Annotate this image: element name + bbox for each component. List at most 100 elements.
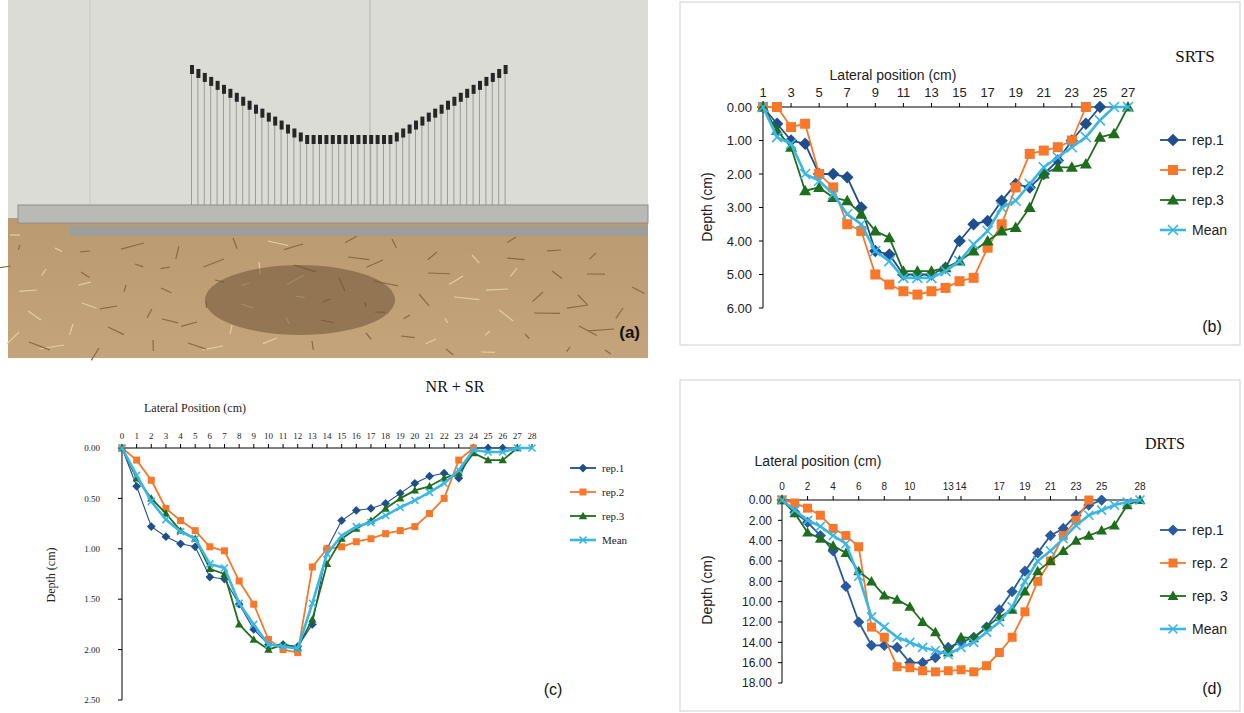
pin: [197, 75, 198, 208]
data-point: [1084, 496, 1093, 505]
data-point: [1136, 496, 1145, 505]
data-point: [367, 535, 374, 542]
pin-head: [452, 97, 456, 106]
pin-head: [241, 97, 245, 106]
y-tick: [778, 622, 782, 623]
data-point: [1053, 152, 1063, 162]
y-tick-label: 16.00: [742, 656, 772, 670]
series-line: [122, 448, 532, 649]
data-point: [192, 527, 199, 534]
straw: [161, 267, 170, 269]
data-point: [148, 477, 155, 484]
legend-marker: [580, 489, 587, 496]
y-tick: [118, 649, 122, 650]
y-tick: [759, 274, 763, 275]
x-tick: [961, 496, 962, 500]
data-point: [854, 572, 863, 581]
y-tick: [778, 642, 782, 643]
straw: [81, 272, 89, 278]
pin-head: [248, 101, 252, 110]
data-point: [786, 122, 796, 132]
x-tick: [253, 444, 254, 448]
x-tick: [370, 444, 371, 448]
data-point: [898, 273, 908, 283]
legend-label: rep.1: [602, 462, 624, 474]
straw: [511, 268, 517, 276]
straw: [100, 306, 117, 309]
x-tick-label: 9: [872, 85, 879, 100]
y-tick-label: 0.50: [84, 494, 100, 504]
soil: [8, 0, 648, 358]
pin: [492, 79, 493, 208]
legend-marker: [580, 537, 587, 544]
data-point: [869, 225, 881, 236]
legend-label: rep.3: [602, 510, 625, 522]
straw: [404, 315, 410, 319]
x-tick: [414, 444, 415, 448]
x-tick: [165, 444, 166, 448]
data-point: [1110, 501, 1119, 510]
pin-head: [196, 69, 200, 78]
pin-head: [350, 135, 354, 144]
data-point: [1066, 161, 1078, 172]
y-tick-label: 10.00: [742, 595, 772, 609]
y-tick: [778, 561, 782, 562]
straw: [567, 305, 588, 308]
data-point: [898, 286, 908, 296]
x-tick-label: 14: [323, 431, 333, 441]
data-point: [867, 612, 876, 621]
x-tick-label: 25: [484, 431, 494, 441]
pin: [460, 99, 461, 208]
data-point: [205, 573, 214, 582]
panel-frame: [680, 2, 1240, 345]
data-point: [1109, 102, 1119, 112]
straw: [589, 253, 596, 259]
data-point: [941, 283, 951, 293]
x-tick-label: 27: [1121, 85, 1135, 100]
pin-head: [235, 93, 239, 102]
legend-label: rep. 3: [1192, 588, 1228, 604]
x-tick-label: 17: [980, 85, 994, 100]
data-point: [411, 523, 418, 530]
data-point: [1011, 196, 1021, 206]
data-point: [1011, 182, 1021, 192]
x-tick: [136, 444, 137, 448]
data-point: [1025, 149, 1035, 159]
data-point: [1072, 521, 1081, 530]
y-tick-label: 1.50: [84, 594, 100, 604]
data-point: [147, 522, 156, 531]
x-tick: [948, 496, 949, 500]
legend-label: rep.2: [602, 486, 624, 498]
legend: rep.1rep.2rep.3Mean: [1160, 132, 1227, 238]
data-point: [815, 533, 826, 542]
data-point: [397, 527, 404, 534]
data-point: [1083, 530, 1094, 539]
straw: [42, 269, 46, 276]
y-axis-title: Depth (cm): [44, 548, 58, 603]
x-tick-label: 27: [513, 431, 523, 441]
straw: [486, 289, 508, 290]
board-seam: [369, 0, 371, 218]
data-point: [1007, 586, 1018, 597]
straw: [578, 295, 588, 305]
x-tick-label: 2: [149, 431, 154, 441]
x-tick: [1050, 496, 1051, 500]
straw: [454, 297, 479, 300]
data-point: [133, 457, 140, 464]
data-point: [917, 617, 928, 626]
pin-head: [491, 73, 495, 82]
straw: [147, 309, 152, 318]
data-point: [816, 511, 825, 520]
data-point: [1097, 506, 1106, 515]
data-point: [1052, 161, 1064, 172]
y-tick-label: 1.00: [84, 544, 100, 554]
x-tick-label: 13: [943, 481, 955, 492]
data-point: [1020, 607, 1029, 616]
data-point: [931, 646, 940, 655]
x-tick-label: 22: [440, 431, 449, 441]
pin-head: [216, 81, 220, 90]
data-point: [1058, 545, 1069, 554]
data-point: [776, 494, 787, 505]
pin-head: [440, 105, 444, 114]
pin-head: [504, 65, 508, 74]
